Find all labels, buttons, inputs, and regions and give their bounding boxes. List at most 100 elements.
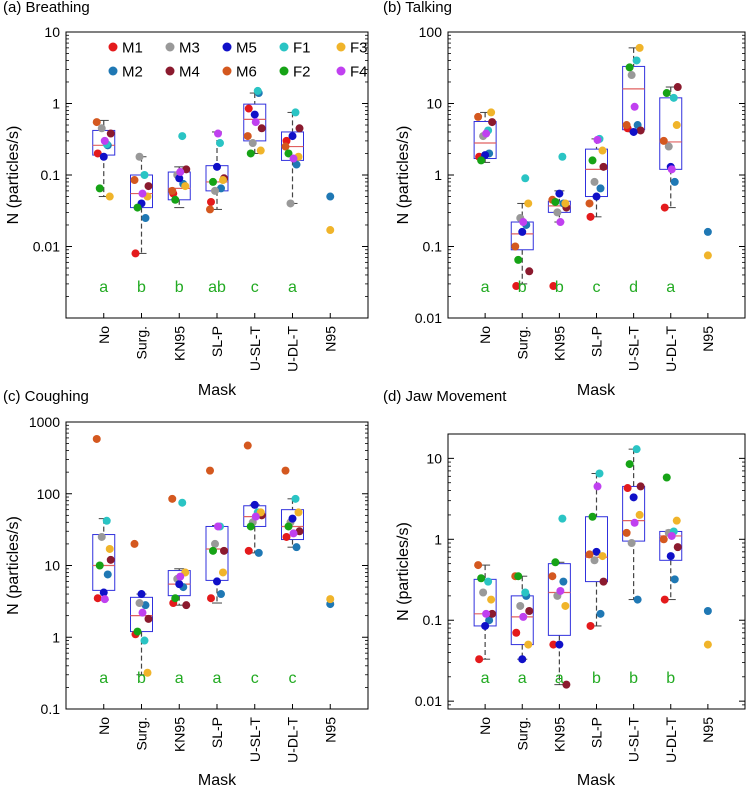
point-F4 xyxy=(289,154,298,163)
y-tick-label: 100 xyxy=(419,24,443,40)
point-F3 xyxy=(672,516,681,525)
significance-letter: a xyxy=(555,670,564,687)
point-F2 xyxy=(95,184,104,193)
point-M4 xyxy=(599,162,608,171)
significance-letter: b xyxy=(175,279,184,296)
point-F1 xyxy=(178,132,187,141)
panel-c: (c) Coughing 0.1 1 10 100 1000 N (particles/s)… xyxy=(3,388,369,789)
y-tick-label: 0.1 xyxy=(423,612,443,628)
legend-label-M5: M5 xyxy=(236,40,257,57)
point-F2 xyxy=(662,473,671,482)
point-F3 xyxy=(105,544,114,553)
point-M2 xyxy=(670,177,679,186)
iqr-box xyxy=(547,563,571,636)
x-tick-label: U-DL-T xyxy=(285,717,301,763)
x-tick-label: U-SL-T xyxy=(626,326,642,372)
legend-marker-F3 xyxy=(336,42,346,52)
point-F4 xyxy=(556,218,565,227)
point-F3 xyxy=(672,121,681,130)
point-F3 xyxy=(487,595,496,604)
legend-marker-F1 xyxy=(279,42,289,52)
point-M6 xyxy=(130,539,139,548)
y-tick-label: 10 xyxy=(426,96,442,112)
point-M6 xyxy=(622,528,631,537)
point-F3 xyxy=(219,176,227,185)
point-F3 xyxy=(219,568,227,577)
point-M5 xyxy=(288,132,297,141)
point-M4 xyxy=(636,482,645,491)
point-F3 xyxy=(635,43,644,52)
y-tick-label: 0.1 xyxy=(41,701,61,717)
point-M4 xyxy=(525,267,534,276)
point-F1 xyxy=(291,494,300,503)
point-F1 xyxy=(253,86,262,95)
point-F2 xyxy=(625,63,634,72)
point-F1 xyxy=(669,93,678,102)
point-M6 xyxy=(474,561,483,570)
point-F2 xyxy=(133,203,142,212)
point-M6 xyxy=(168,186,177,195)
point-M5 xyxy=(629,127,638,136)
point-M1 xyxy=(586,212,595,221)
x-tick-label: KN95 xyxy=(551,717,567,752)
point-M4 xyxy=(673,83,682,92)
significance-letter: b xyxy=(629,670,638,687)
point-M3 xyxy=(516,601,525,610)
x-tick-label: Surg. xyxy=(134,326,150,359)
x-tick-label: U-SL-T xyxy=(247,717,263,763)
point-M1 xyxy=(93,594,102,603)
plot-frame xyxy=(447,433,746,710)
point-F2 xyxy=(209,546,217,555)
point-M1 xyxy=(549,282,558,291)
point-F4 xyxy=(556,586,565,595)
y-tick-label: 10 xyxy=(44,24,60,40)
point-M2 xyxy=(633,595,642,604)
point-F3 xyxy=(294,508,303,517)
point-F2 xyxy=(171,594,180,603)
panel-title: (c) Coughing xyxy=(3,388,89,405)
point-M1 xyxy=(660,595,669,604)
y-tick-label: 0.01 xyxy=(415,310,442,326)
point-M5 xyxy=(555,640,564,649)
significance-letter: a xyxy=(481,670,490,687)
point-M1 xyxy=(244,104,253,113)
point-F3 xyxy=(256,146,265,155)
point-M3 xyxy=(135,599,144,608)
point-M2 xyxy=(703,607,712,616)
point-M4 xyxy=(106,555,115,564)
point-F4 xyxy=(593,135,602,144)
significance-letter: a xyxy=(481,279,490,296)
point-M1 xyxy=(586,621,595,630)
y-axis-label: N (particles/s) xyxy=(5,516,22,615)
point-F4 xyxy=(519,218,528,227)
point-M5 xyxy=(213,162,221,171)
point-F3 xyxy=(524,640,533,649)
legend-label-M2: M2 xyxy=(122,64,143,81)
point-M1 xyxy=(512,628,521,637)
point-F1 xyxy=(291,108,300,117)
point-F2 xyxy=(95,561,104,570)
point-M3 xyxy=(664,142,673,151)
point-F2 xyxy=(133,627,142,636)
point-F4 xyxy=(214,522,222,531)
point-F4 xyxy=(667,165,676,174)
point-F2 xyxy=(477,574,486,583)
point-M5 xyxy=(481,621,490,630)
point-M4 xyxy=(599,577,608,586)
x-axis-label: Mask xyxy=(577,772,616,789)
point-F4 xyxy=(519,612,528,621)
point-M6 xyxy=(92,118,101,127)
point-M6 xyxy=(585,550,594,559)
point-M5 xyxy=(213,577,221,586)
point-F3 xyxy=(703,251,712,260)
x-tick-label: N95 xyxy=(322,326,338,352)
point-M6 xyxy=(243,441,252,450)
point-F1 xyxy=(521,588,530,597)
point-M2 xyxy=(292,543,301,552)
legend-label-F2: F2 xyxy=(293,64,311,81)
x-tick-label: U-SL-T xyxy=(626,717,642,763)
point-F1 xyxy=(216,139,224,148)
y-ticks: 0.01 0.1 1 10 100 xyxy=(415,24,745,326)
point-M4 xyxy=(525,607,534,616)
point-F3 xyxy=(326,595,335,604)
